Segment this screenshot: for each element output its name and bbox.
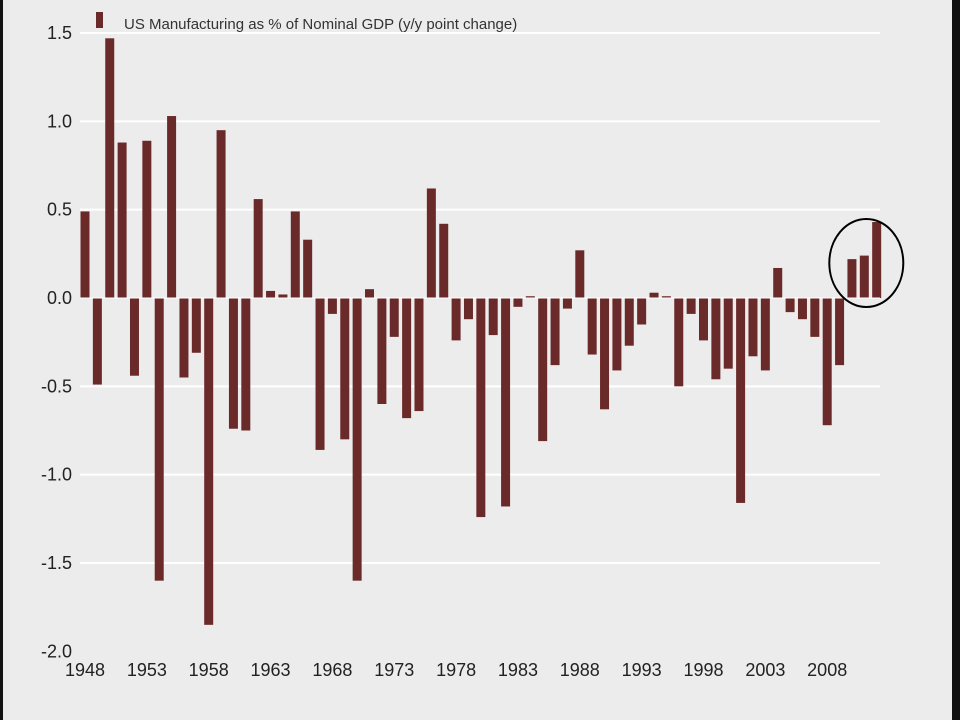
bar-1973	[389, 298, 399, 337]
bars	[80, 38, 882, 625]
bar-2001	[736, 298, 746, 503]
bar-1959	[216, 130, 226, 298]
bar-1974	[402, 298, 412, 419]
bar-2002	[748, 298, 758, 357]
bar-1966	[303, 239, 313, 298]
y-tick-label: 0.5	[47, 200, 72, 220]
x-tick-label: 1998	[683, 660, 723, 680]
x-tick-label: 1988	[560, 660, 600, 680]
bar-1950	[105, 38, 115, 299]
bar-1994	[649, 292, 659, 298]
y-tick-label: 0.0	[47, 288, 72, 308]
bar-1981	[488, 298, 498, 336]
bar-1972	[377, 298, 387, 404]
bar-1969	[340, 298, 350, 440]
bar-1957	[191, 298, 201, 353]
x-tick-label: 2003	[745, 660, 785, 680]
bar-1971	[365, 289, 375, 298]
bar-2009	[835, 298, 845, 366]
y-tick-label: -2.0	[41, 641, 72, 661]
bar-2007	[810, 298, 820, 337]
y-tick-label: 1.0	[47, 111, 72, 131]
bar-1987	[562, 298, 572, 309]
bar-2000	[723, 298, 733, 369]
bar-1956	[179, 298, 189, 378]
bar-1979	[463, 298, 473, 320]
bar-1967	[315, 298, 325, 450]
bar-1960	[228, 298, 238, 429]
bar-1984	[525, 296, 535, 298]
bar-1954	[154, 298, 164, 581]
bar-1968	[327, 298, 337, 314]
x-tick-label: 1978	[436, 660, 476, 680]
bar-1975	[414, 298, 424, 412]
x-tick-label: 1993	[622, 660, 662, 680]
bar-2010	[847, 259, 857, 298]
bar-1991	[612, 298, 622, 371]
bar-1951	[117, 142, 127, 298]
bar-1992	[624, 298, 634, 346]
x-tick-label: 1948	[65, 660, 105, 680]
y-tick-label: -0.5	[41, 376, 72, 396]
bar-1977	[439, 223, 449, 298]
x-tick-label: 1983	[498, 660, 538, 680]
bar-1965	[290, 211, 300, 298]
bar-2008	[822, 298, 832, 426]
bar-1970	[352, 298, 362, 581]
bar-1999	[711, 298, 721, 380]
bar-1997	[686, 298, 696, 314]
bar-2006	[797, 298, 807, 320]
x-tick-label: 1958	[189, 660, 229, 680]
bar-1955	[167, 116, 177, 298]
legend: US Manufacturing as % of Nominal GDP (y/…	[96, 12, 517, 33]
bar-2012	[872, 222, 882, 298]
x-tick-label: 1973	[374, 660, 414, 680]
bar-1953	[142, 140, 152, 298]
bar-1996	[674, 298, 684, 387]
bar-1998	[699, 298, 708, 341]
bar-1961	[241, 298, 251, 431]
bar-1983	[513, 298, 523, 307]
x-axis-ticks: 1948 1953 1958 1963 1968 1973 1978 1983 1988 1993…	[65, 660, 847, 680]
bar-2011	[859, 255, 869, 298]
highlight-circle	[828, 218, 905, 308]
bar-1993	[637, 298, 647, 325]
y-tick-label: 1.5	[47, 23, 72, 43]
bar-1989	[587, 298, 597, 355]
y-tick-label: -1.0	[41, 465, 72, 485]
bar-1988	[575, 250, 585, 298]
bar-1949	[92, 298, 102, 385]
legend-swatch	[96, 12, 103, 28]
x-tick-label: 2008	[807, 660, 847, 680]
bar-1952	[129, 298, 139, 376]
bar-1976	[426, 188, 436, 298]
frame-right-edge	[952, 0, 960, 720]
x-tick-label: 1953	[127, 660, 167, 680]
x-tick-label: 1968	[312, 660, 352, 680]
bar-1982	[501, 298, 511, 507]
bar-1986	[550, 298, 560, 366]
bar-2004	[773, 267, 783, 298]
bar-1958	[204, 298, 214, 625]
bar-1963	[266, 290, 276, 298]
bar-1948	[80, 211, 90, 298]
legend-label: US Manufacturing as % of Nominal GDP (y/…	[124, 16, 517, 33]
bar-1978	[451, 298, 461, 341]
bar-1980	[476, 298, 486, 518]
bar-2003	[760, 298, 770, 371]
bar-1995	[661, 296, 671, 298]
frame-left-edge	[0, 0, 3, 720]
bar-1964	[278, 294, 288, 298]
y-axis-ticks: 1.5 1.0 0.5 0.0 -0.5 -1.0 -1.5 -2.0	[41, 23, 72, 661]
bar-1990	[600, 298, 610, 410]
x-tick-label: 1963	[251, 660, 291, 680]
y-tick-label: -1.5	[41, 553, 72, 573]
bar-1985	[538, 298, 548, 442]
bar-2005	[785, 298, 795, 313]
bar-1962	[253, 199, 263, 298]
